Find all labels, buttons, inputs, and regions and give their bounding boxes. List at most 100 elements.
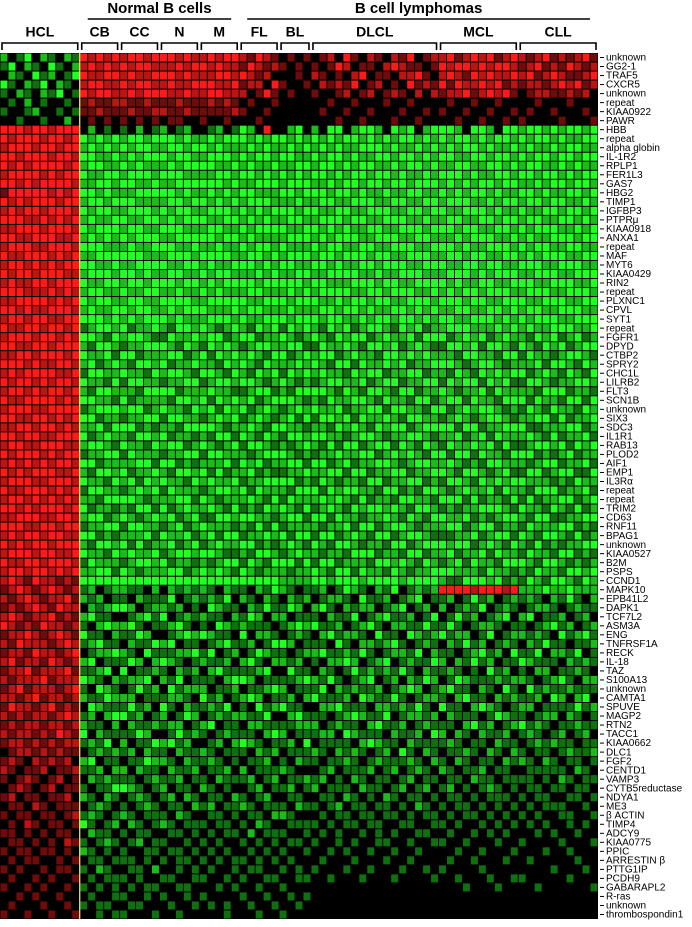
heatmap-cell <box>207 369 215 378</box>
heatmap-cell <box>279 468 287 477</box>
heatmap-cell <box>279 874 287 883</box>
heatmap-cell <box>223 134 231 143</box>
heatmap-cell <box>351 170 359 179</box>
heatmap-cell <box>48 585 56 594</box>
heatmap-cell <box>319 666 327 675</box>
heatmap-cell <box>287 739 295 748</box>
heatmap-cell <box>415 648 423 657</box>
heatmap-cell <box>367 62 375 71</box>
heatmap-cell <box>128 820 136 829</box>
heatmap-cell <box>40 883 48 892</box>
heatmap-cell <box>104 603 112 612</box>
heatmap-cell <box>431 297 439 306</box>
heatmap-cell <box>303 576 311 585</box>
heatmap-cell <box>72 360 80 369</box>
heatmap-cell <box>359 224 367 233</box>
heatmap-cell <box>383 170 391 179</box>
heatmap-cell <box>80 811 88 820</box>
heatmap-cell <box>391 297 399 306</box>
heatmap-cell <box>112 405 120 414</box>
heatmap-cell <box>319 306 327 315</box>
heatmap-cell <box>255 477 263 486</box>
heatmap-cell <box>24 297 32 306</box>
heatmap-cell <box>319 188 327 197</box>
heatmap-cell <box>144 270 151 279</box>
heatmap-cell <box>415 531 423 540</box>
heatmap-cell <box>295 125 303 134</box>
heatmap-cell <box>327 576 335 585</box>
heatmap-cell <box>167 820 175 829</box>
heatmap-cell <box>128 802 136 811</box>
heatmap-cell <box>287 847 295 856</box>
heatmap-cell <box>359 459 367 468</box>
heatmap-cell <box>104 405 112 414</box>
heatmap-cell <box>128 847 136 856</box>
heatmap-cell <box>16 865 24 874</box>
heatmap-cell <box>295 576 303 585</box>
heatmap-cell <box>351 693 359 702</box>
heatmap-cell <box>263 675 271 684</box>
heatmap-cell <box>367 730 375 739</box>
heatmap-cell <box>255 71 263 80</box>
heatmap-cell <box>431 143 439 152</box>
heatmap-cell <box>311 351 319 360</box>
heatmap-cell <box>112 279 120 288</box>
heatmap-cell <box>167 387 175 396</box>
heatmap-cell <box>287 594 295 603</box>
heatmap-cell <box>88 342 96 351</box>
heatmap-cell <box>319 486 327 495</box>
heatmap-cell <box>279 125 287 134</box>
heatmap-cell <box>199 513 207 522</box>
heatmap-cell <box>287 333 295 342</box>
heatmap-cell <box>303 847 311 856</box>
heatmap-cell <box>231 125 239 134</box>
heatmap-cell <box>191 369 199 378</box>
heatmap-cell <box>159 251 167 260</box>
heatmap-cell <box>48 829 56 838</box>
heatmap-cell <box>104 89 112 98</box>
heatmap-cell <box>263 594 271 603</box>
heatmap-cell <box>0 693 8 702</box>
heatmap-cell <box>271 576 279 585</box>
heatmap-cell <box>104 820 112 829</box>
heatmap-cell <box>319 71 327 80</box>
heatmap-cell <box>343 98 351 107</box>
heatmap-cell <box>359 315 367 324</box>
heatmap-cell <box>88 703 96 712</box>
heatmap-cell <box>120 288 128 297</box>
heatmap-cell <box>56 351 64 360</box>
heatmap-cell <box>295 504 303 513</box>
heatmap-cell <box>175 495 183 504</box>
heatmap-cell <box>231 531 239 540</box>
heatmap-cell <box>423 477 431 486</box>
heatmap-cell <box>327 703 335 712</box>
heatmap-cell <box>407 197 415 206</box>
heatmap-cell <box>64 865 72 874</box>
heatmap-cell <box>104 450 112 459</box>
heatmap-cell <box>247 892 255 901</box>
heatmap-cell <box>80 675 88 684</box>
heatmap-cell <box>88 820 96 829</box>
heatmap-cell <box>96 838 104 847</box>
heatmap-cell <box>271 883 279 892</box>
heatmap-cell <box>151 865 159 874</box>
heatmap-cell <box>311 333 319 342</box>
heatmap-cell <box>159 730 167 739</box>
heatmap-cell <box>8 215 16 224</box>
heatmap-cell <box>215 847 223 856</box>
heatmap-cell <box>191 134 199 143</box>
heatmap-cell <box>343 197 351 206</box>
heatmap-cell <box>335 486 343 495</box>
heatmap-cell <box>159 98 167 107</box>
heatmap-cell <box>104 441 112 450</box>
heatmap-cell <box>191 260 199 269</box>
heatmap-cell <box>303 116 311 125</box>
heatmap-cell <box>175 206 183 215</box>
heatmap-cell <box>104 757 112 766</box>
heatmap-cell <box>191 666 199 675</box>
heatmap-cell <box>112 612 120 621</box>
heatmap-cell <box>383 558 391 567</box>
heatmap-cell <box>183 820 191 829</box>
heatmap-cell <box>271 693 279 702</box>
heatmap-cell <box>279 748 287 757</box>
